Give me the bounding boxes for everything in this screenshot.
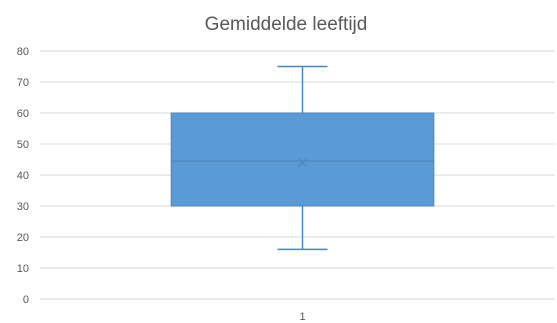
y-tick-label: 70 [17,77,29,89]
box-1 [170,65,435,251]
chart-title: Gemiddelde leeftijd [205,14,368,35]
x-category-label: 1 [299,311,305,323]
y-tick-label: 30 [17,201,29,213]
iqr-box [170,112,435,207]
y-tick-label: 10 [17,263,29,275]
mean-marker [298,158,307,168]
box-series [170,65,435,251]
y-tick-label: 20 [17,232,29,244]
y-axis-tick-labels: 0 10 20 30 40 50 60 70 80 [17,46,29,306]
y-tick-label: 80 [17,46,29,58]
y-tick-label: 60 [17,108,29,120]
y-tick-label: 0 [23,294,29,306]
x-axis-category-labels: 1 [299,311,305,323]
y-tick-label: 50 [17,139,29,151]
y-tick-label: 40 [17,170,29,182]
